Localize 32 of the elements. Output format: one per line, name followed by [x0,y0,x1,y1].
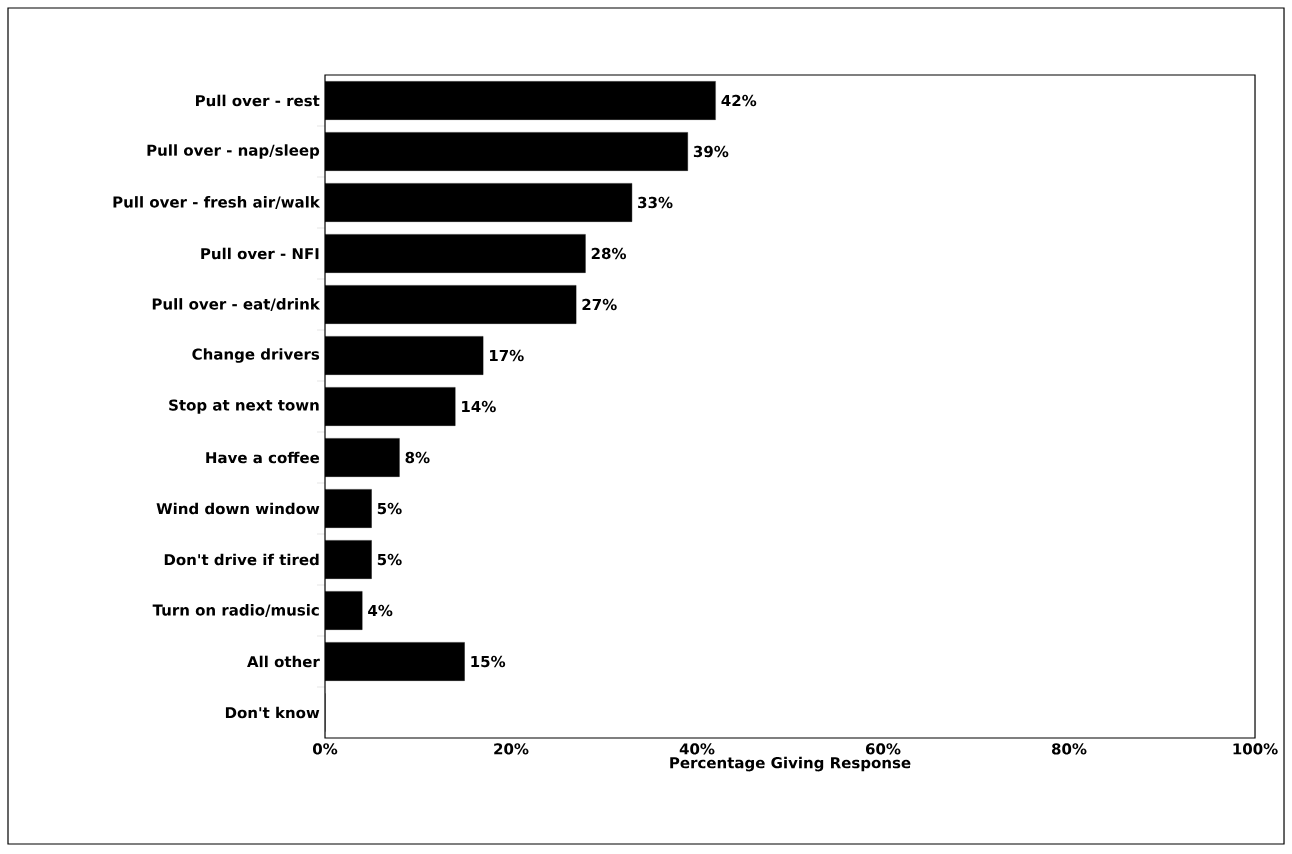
y-tick-label: Don't drive if tired [164,553,319,566]
y-tick-label: Have a coffee [206,451,320,464]
y-tick-label: Wind down window [156,502,320,515]
data-label: 14% [462,400,496,413]
x-tick-label: 0% [312,743,338,755]
data-label: 17% [490,349,524,362]
y-tick-label: All other [247,655,320,668]
x-tick-label: 20% [494,743,529,755]
data-label: 4% [368,604,393,617]
y-tick-label: Pull over - NFI [201,247,319,260]
y-tick-label: Pull over - rest [196,94,320,107]
data-label: 33% [638,196,673,209]
y-tick-label: Turn on radio/music [152,604,319,617]
data-label: 15% [471,655,506,668]
data-label: 5% [377,502,402,515]
y-tick-label: Change drivers [192,348,320,363]
x-axis-title: Percentage Giving Response [670,756,911,772]
y-tick-label: Pull over - eat/drink [152,298,321,311]
y-tick-label: Stop at next town [169,399,319,414]
data-label: 42% [721,94,757,107]
y-tick-label: Pull over - fresh air/walk [113,196,321,209]
data-label: 8% [405,451,430,464]
data-label: 27% [582,298,617,311]
y-tick-label: Don't know [225,706,320,719]
x-tick-label: 60% [865,743,901,755]
data-label: 28% [591,247,627,260]
x-tick-label: 40% [679,743,715,755]
y-tick-label: Pull over - nap/sleep [147,144,320,159]
data-label: 39% [693,145,729,158]
x-tick-label: 80% [1051,743,1087,755]
data-label: 5% [377,553,402,566]
x-tick-label: 100% [1233,743,1278,755]
